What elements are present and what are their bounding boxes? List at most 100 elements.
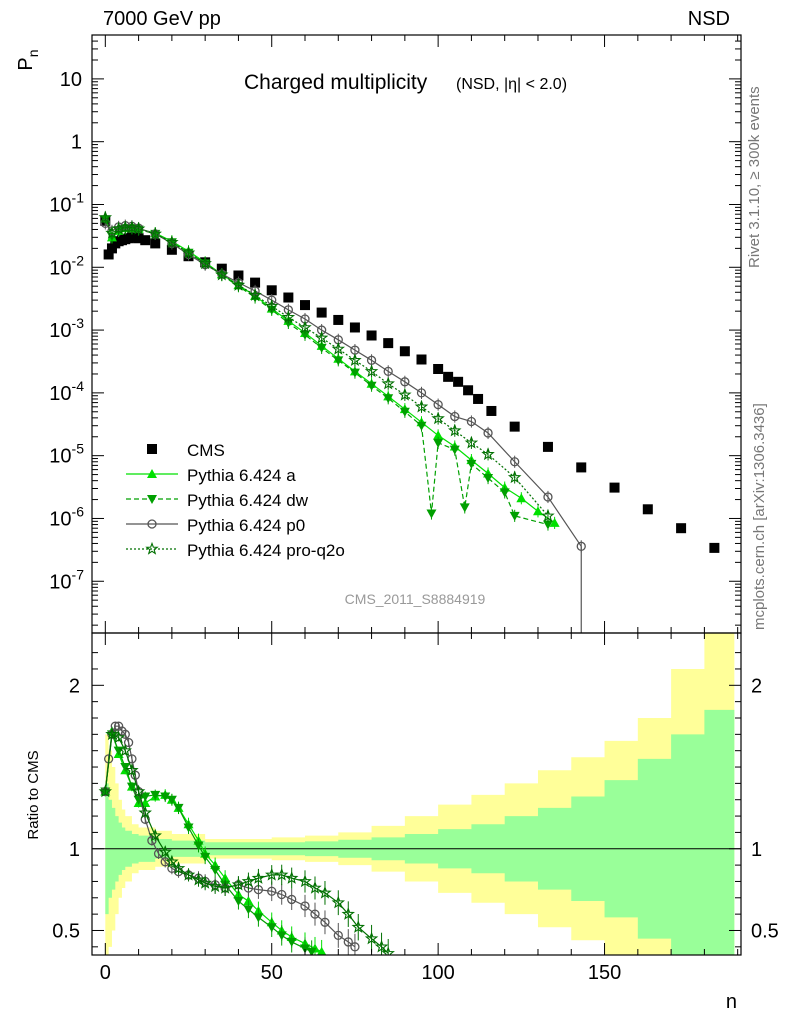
data-point-pythia-6-424-pro-q2o	[198, 256, 212, 270]
data-point-pythia-6-424-pro-q2o	[348, 353, 362, 367]
data-point-pythia-6-424-pro-q2o	[98, 210, 113, 224]
data-point-pythia-6-424-pro-q2o	[331, 341, 346, 355]
legend-marker-cms	[147, 444, 157, 454]
data-point-pythia-6-424-a	[433, 430, 444, 440]
main-series	[98, 210, 720, 633]
ratio-point-pythia-6-424-dw	[253, 913, 264, 923]
data-point-pythia-6-424-a	[516, 493, 527, 503]
legend-label-cms: CMS	[187, 441, 225, 460]
data-point-pythia-6-424-pro-q2o	[125, 220, 139, 234]
ratio-point-pythia-6-424-pro-q2o	[218, 880, 232, 894]
ratio-point-pythia-6-424-pro-q2o	[251, 871, 266, 884]
ratio-point-pythia-6-424-pro-q2o	[231, 877, 246, 891]
ratio-point-pythia-6-424-p0	[147, 835, 157, 846]
ratio-y-tick-label-right: 1	[751, 839, 762, 861]
data-point-pythia-6-424-pro-q2o	[281, 310, 296, 323]
data-point-pythia-6-424-pro-q2o	[314, 330, 329, 344]
ratio-point-pythia-6-424-pro-q2o	[364, 931, 379, 945]
data-point-pythia-6-424-pro-q2o	[231, 278, 246, 291]
ratio-y-axis-label: Ratio to CMS	[25, 750, 42, 839]
y-tick-label: 10-2	[49, 252, 84, 279]
ratio-point-pythia-6-424-pro-q2o	[118, 743, 133, 757]
data-point-pythia-6-424-dw	[316, 343, 327, 353]
data-point-pythia-6-424-pro-q2o	[414, 399, 429, 413]
data-point-pythia-6-424-dw	[433, 438, 444, 448]
y-tick-label: 10-3	[49, 315, 84, 342]
ratio-point-pythia-6-424-pro-q2o	[138, 805, 152, 819]
ratio-point-pythia-6-424-p0	[277, 889, 287, 900]
ratio-point-pythia-6-424-pro-q2o	[318, 885, 332, 899]
ratio-point-pythia-6-424-dw	[243, 905, 254, 915]
legend-label-pythia-6-424-p0: Pythia 6.424 p0	[187, 516, 305, 535]
ratio-point-pythia-6-424-dw	[150, 790, 161, 800]
data-point-pythia-6-424-p0	[450, 411, 460, 422]
ratio-point-pythia-6-424-pro-q2o	[98, 784, 113, 798]
data-point-pythia-6-424-pro-q2o	[215, 267, 229, 281]
data-point-pythia-6-424-a	[549, 517, 560, 527]
data-point-cms	[349, 322, 360, 333]
data-point-cms	[383, 338, 394, 349]
x-tick-label: 150	[588, 962, 621, 984]
ratio-point-pythia-6-424-p0	[310, 909, 320, 919]
ratio-point-pythia-6-424-p0	[333, 930, 343, 941]
data-point-pythia-6-424-p0	[400, 377, 410, 387]
ratio-plot-frame	[91, 632, 742, 956]
data-point-cms	[642, 504, 653, 515]
ratio-point-pythia-6-424-p0	[123, 737, 134, 748]
series-line-pythia-6-424-pro-q2o	[104, 217, 549, 517]
data-point-cms	[333, 314, 344, 325]
data-point-pythia-6-424-p0	[483, 428, 493, 438]
ratio-point-pythia-6-424-dw	[306, 947, 317, 955]
data-point-pythia-6-424-dw	[416, 421, 427, 431]
legend-label-pythia-6-424-pro-q2o: Pythia 6.424 pro-q2o	[187, 541, 345, 560]
data-point-pythia-6-424-dw	[542, 520, 553, 530]
data-point-pythia-6-424-pro-q2o	[398, 387, 412, 401]
ratio-point-pythia-6-424-dw	[126, 782, 137, 792]
ratio-point-pythia-6-424-pro-q2o	[125, 763, 139, 777]
ratio-y-tick-label-right: 2	[751, 675, 762, 697]
data-point-cms	[463, 385, 474, 396]
ratio-point-pythia-6-424-p0	[343, 937, 353, 947]
ratio-point-pythia-6-424-dw	[140, 792, 151, 802]
ratio-point-pythia-6-424-dw	[166, 795, 177, 805]
ratio-point-pythia-6-424-p0	[350, 942, 360, 952]
ratio-point-pythia-6-424-dw	[193, 841, 204, 851]
data-point-pythia-6-424-pro-q2o	[481, 447, 495, 461]
ratio-point-pythia-6-424-pro-q2o	[198, 875, 212, 889]
y-tick-label: 10	[60, 69, 82, 91]
ratio-point-pythia-6-424-dw	[160, 792, 171, 802]
data-point-pythia-6-424-pro-q2o	[148, 226, 162, 240]
ratio-point-pythia-6-424-pro-q2o	[181, 867, 196, 881]
ratio-point-pythia-6-424-pro-q2o	[274, 867, 289, 881]
data-point-pythia-6-424-p0	[510, 457, 520, 467]
data-point-pythia-6-424-pro-q2o	[111, 221, 126, 235]
y-tick-label: 10-5	[49, 441, 84, 468]
data-point-pythia-6-424-dw	[399, 407, 410, 417]
ratio-point-pythia-6-424-p0	[287, 894, 297, 905]
ratio-point-pythia-6-424-p0	[267, 886, 277, 896]
ratio-point-pythia-6-424-a	[317, 946, 327, 955]
data-point-pythia-6-424-dw	[300, 330, 311, 340]
data-point-cms	[166, 244, 177, 255]
ratio-point-pythia-6-424-dw	[233, 897, 244, 907]
ratio-y-tick-label-right: 0.5	[751, 920, 779, 942]
data-point-cms	[473, 393, 484, 404]
data-point-pythia-6-424-pro-q2o	[181, 245, 196, 259]
data-point-pythia-6-424-pro-q2o	[364, 364, 379, 378]
data-point-pythia-6-424-dw	[459, 503, 470, 513]
series-line-pythia-6-424-dw	[104, 219, 549, 526]
data-point-pythia-6-424-dw	[483, 474, 494, 484]
data-point-pythia-6-424-pro-q2o	[381, 376, 395, 390]
legend-marker-pythia-6-424-a	[147, 469, 157, 478]
ratio-point-pythia-6-424-dw	[183, 823, 194, 833]
data-point-cms	[486, 405, 497, 416]
ratio-point-pythia-6-424-p0	[120, 729, 130, 739]
data-point-pythia-6-424-dw	[383, 394, 394, 404]
y-tick-label: 10-4	[49, 378, 84, 405]
data-point-cms	[103, 249, 114, 260]
data-point-pythia-6-424-a	[532, 506, 543, 516]
chart-title: Charged multiplicity	[244, 71, 428, 94]
x-tick-label: 100	[421, 962, 454, 984]
legend-marker-pythia-6-424-p0	[147, 519, 157, 529]
ratio-y-tick-label-left: 2	[69, 675, 80, 697]
